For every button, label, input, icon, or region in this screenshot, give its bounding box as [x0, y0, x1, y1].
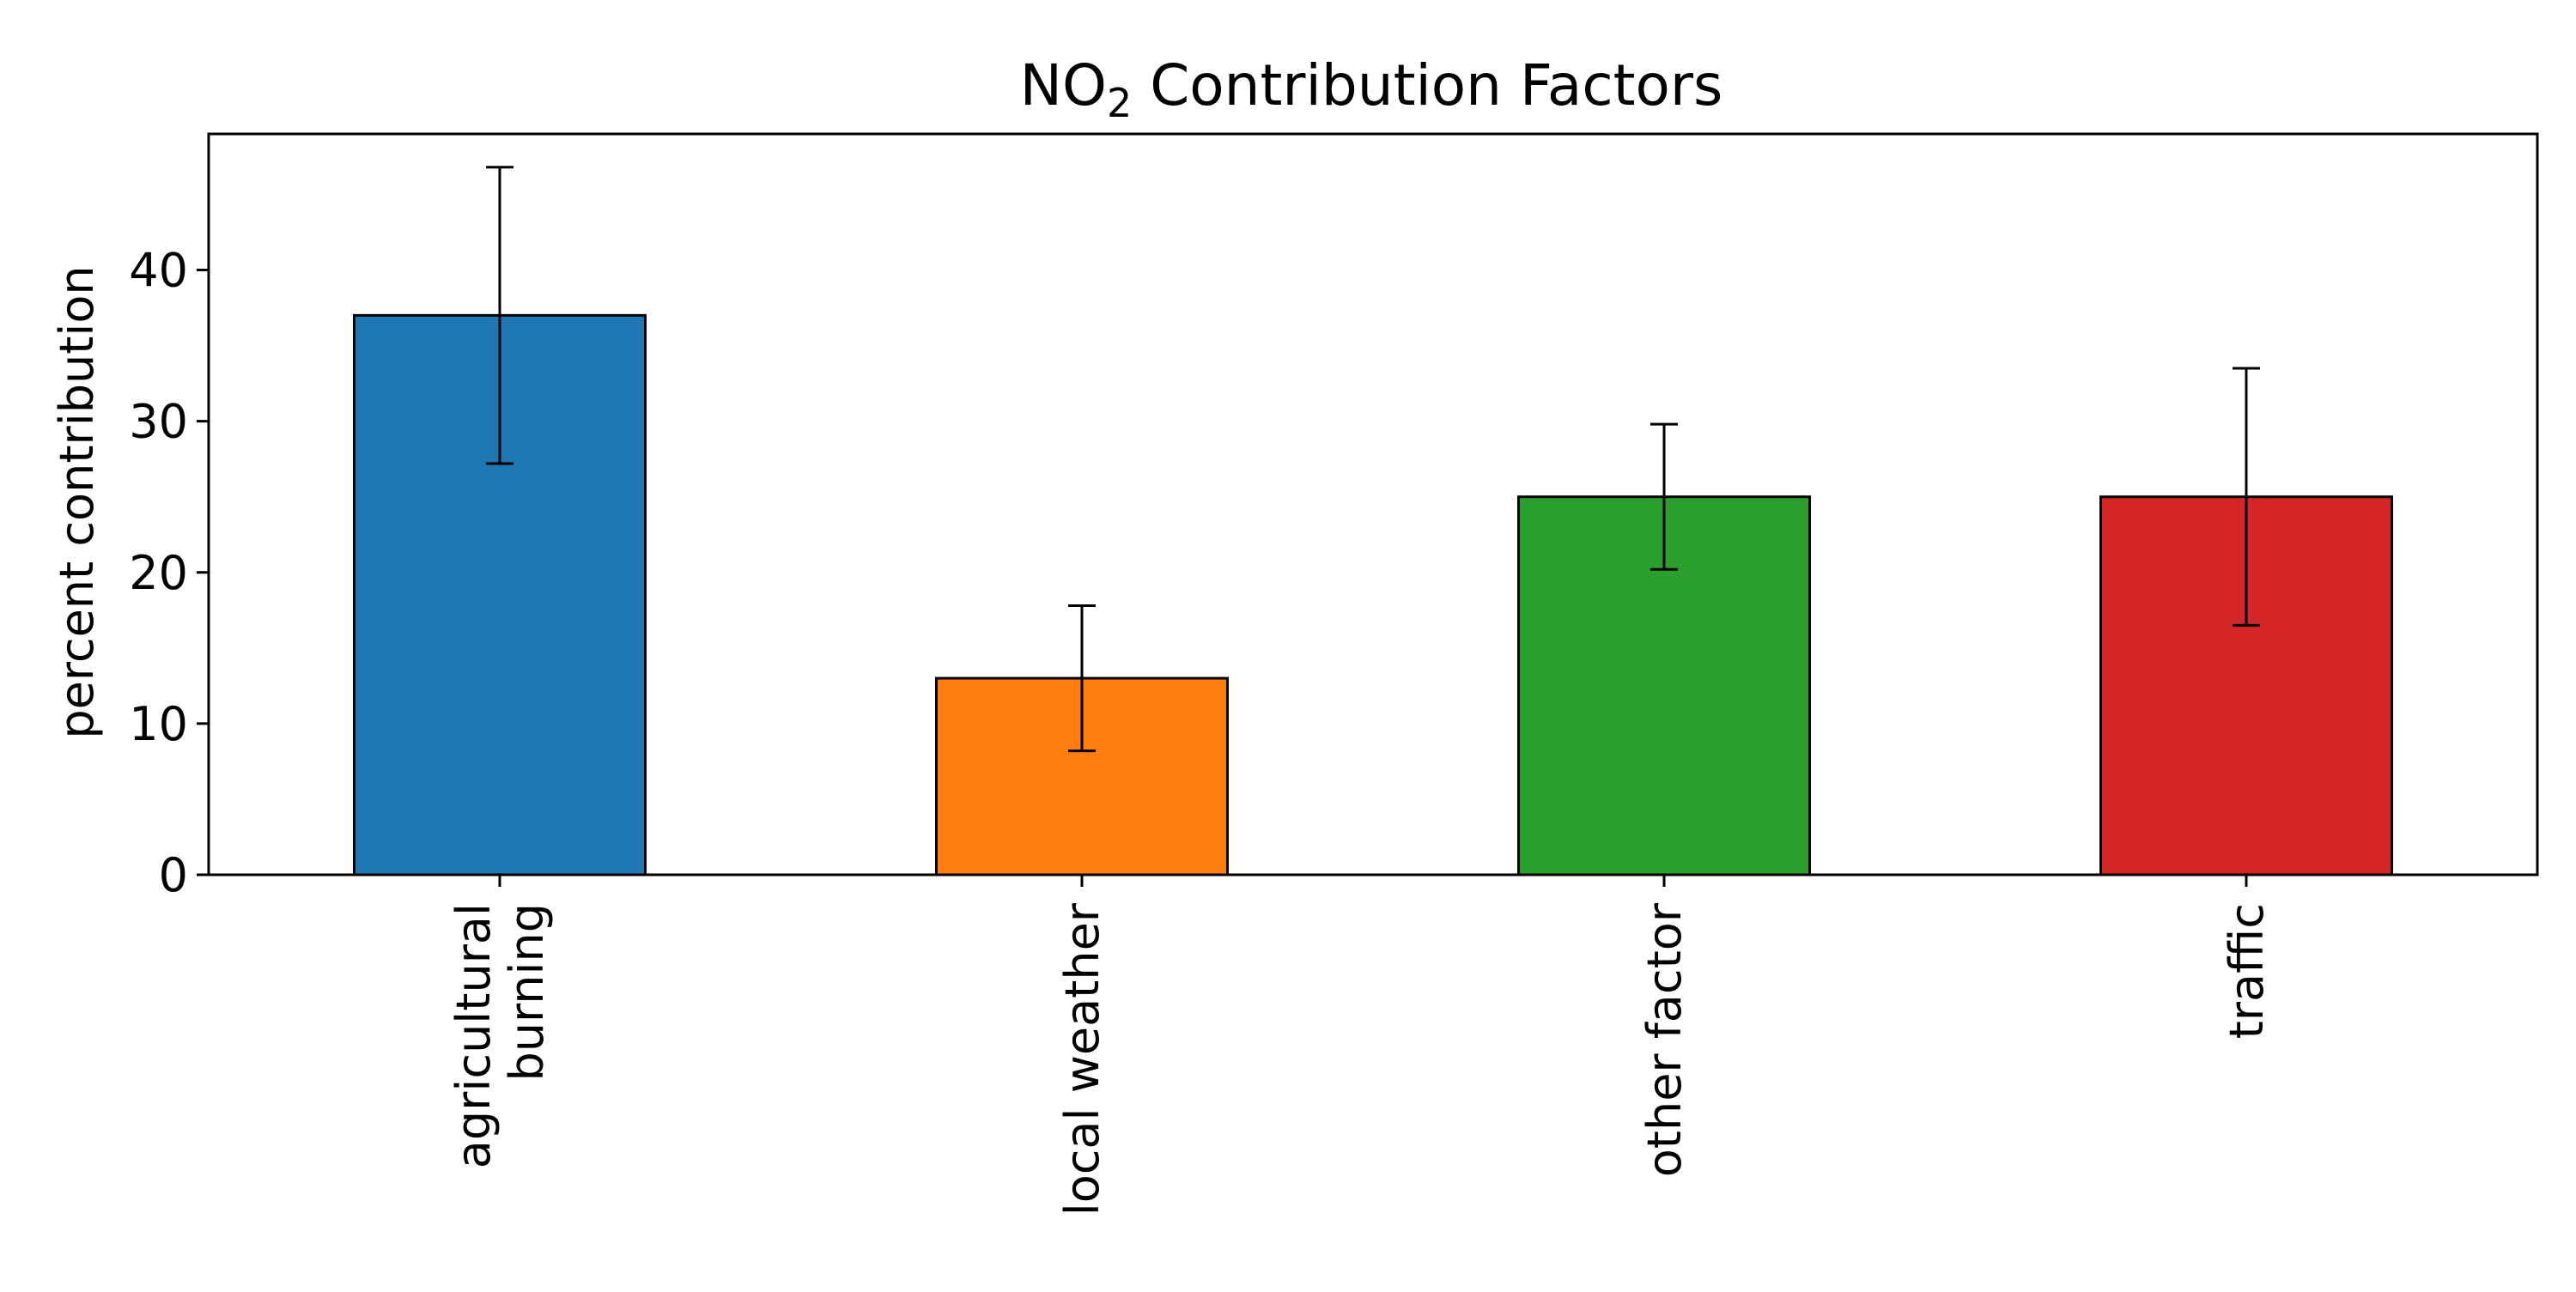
x-tick-label: other factor — [1637, 902, 1692, 1177]
plot-area: 0 10 20 30 40 agricultural burning local weathe… — [129, 132, 2539, 1216]
chart-title: NO2 Contribution Factors — [1020, 52, 1723, 126]
y-tick-label: 0 — [159, 848, 188, 902]
y-tick-label: 10 — [129, 697, 188, 751]
y-tick-label: 30 — [129, 395, 188, 449]
y-tick-label: 40 — [129, 244, 188, 298]
plot-frame — [207, 132, 2539, 876]
chart-title-subscript: 2 — [1107, 80, 1132, 126]
y-tick-label: 20 — [129, 546, 188, 600]
x-tick-label: agricultural — [447, 903, 501, 1168]
chart-title-rest: Contribution Factors — [1132, 52, 1722, 118]
chart-title-main: NO — [1020, 52, 1107, 118]
x-tick-label: burning — [500, 903, 554, 1081]
y-axis-label: percent contribution — [50, 265, 104, 738]
x-tick-label: traffic — [2220, 903, 2274, 1039]
x-tick-label: local weather — [1055, 902, 1109, 1216]
